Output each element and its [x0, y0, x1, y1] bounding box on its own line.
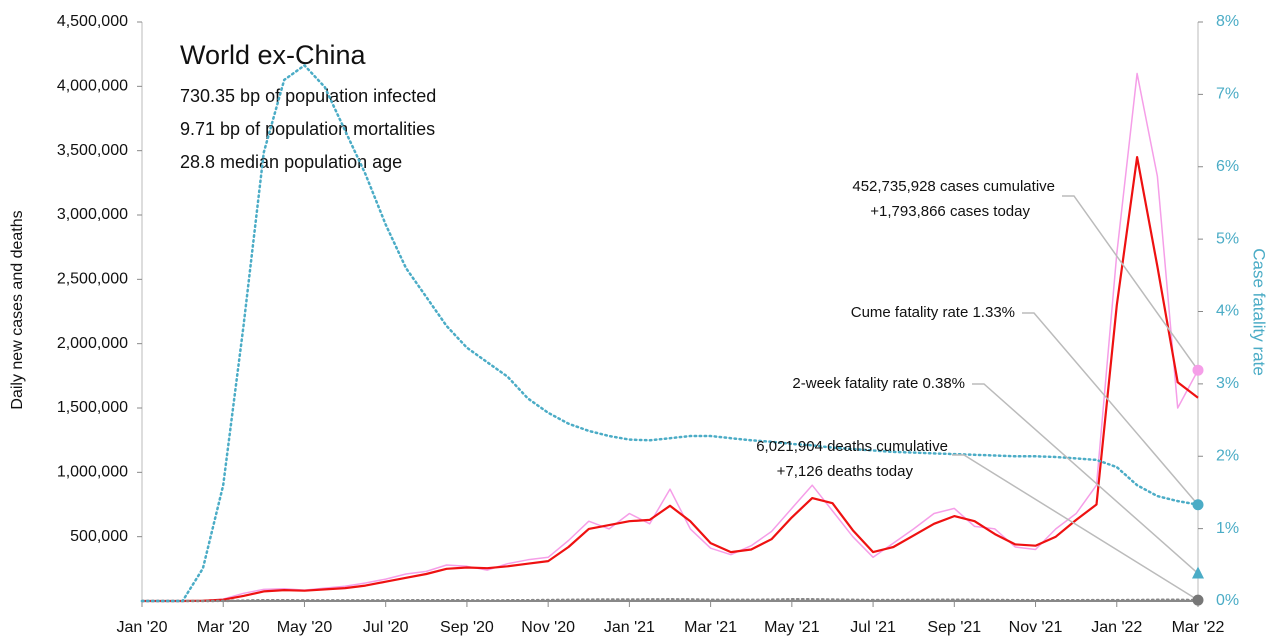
- annotation: 2-week fatality rate 0.38%: [792, 375, 965, 392]
- chart-title: World ex-China: [180, 40, 367, 70]
- end-marker: [1192, 594, 1204, 606]
- x-tick-label: Mar '21: [684, 619, 737, 636]
- y-axis-label: Daily new cases and deaths: [9, 210, 26, 409]
- annotation: 452,735,928 cases cumulative: [852, 178, 1055, 195]
- y2-tick-label: 6%: [1216, 158, 1239, 175]
- leader-line: [972, 383, 1199, 575]
- y-tick-label: 1,000,000: [57, 464, 128, 481]
- series-line: [142, 156, 1199, 603]
- x-tick-label: Sep '20: [440, 619, 494, 636]
- annotation: 6,021,904 deaths cumulative: [756, 438, 948, 455]
- series-line: [140, 598, 1200, 603]
- y2-tick-label: 5%: [1216, 230, 1239, 247]
- x-tick-label: Jul '21: [850, 619, 896, 636]
- leader-line: [952, 454, 1199, 601]
- y-tick-label: 1,500,000: [57, 399, 128, 416]
- y2-tick-label: 8%: [1216, 13, 1239, 30]
- x-tick-label: Jan '22: [1091, 619, 1142, 636]
- end-marker: [1192, 566, 1204, 579]
- y2-tick-label: 4%: [1216, 303, 1239, 320]
- subtitle: 730.35 bp of population infected: [180, 86, 436, 106]
- y2-tick-label: 7%: [1216, 86, 1239, 103]
- x-tick-label: Jan '21: [604, 619, 655, 636]
- x-tick-label: Nov '21: [1009, 619, 1063, 636]
- y-tick-label: 3,000,000: [57, 206, 128, 223]
- annotation: Cume fatality rate 1.33%: [851, 304, 1015, 321]
- y-tick-label: 4,000,000: [57, 78, 128, 95]
- y2-tick-label: 3%: [1216, 375, 1239, 392]
- annotation: +7,126 deaths today: [777, 463, 914, 480]
- x-tick-label: Mar '20: [197, 619, 250, 636]
- x-tick-label: May '21: [764, 619, 820, 636]
- series-line: [140, 64, 1200, 603]
- x-tick-label: Jan '20: [116, 619, 167, 636]
- subtitle: 28.8 median population age: [180, 152, 402, 172]
- end-marker: [1192, 364, 1204, 376]
- y2-tick-label: 0%: [1216, 592, 1239, 609]
- subtitle: 9.71 bp of population mortalities: [180, 119, 435, 139]
- leader-line: [1022, 312, 1199, 506]
- x-tick-label: May '20: [277, 619, 333, 636]
- annotation: +1,793,866 cases today: [870, 203, 1030, 220]
- x-tick-label: Sep '21: [927, 619, 981, 636]
- end-marker: [1192, 499, 1204, 511]
- y-tick-label: 500,000: [70, 528, 128, 545]
- y2-tick-label: 1%: [1216, 520, 1239, 537]
- x-tick-label: Jul '20: [363, 619, 409, 636]
- y-tick-label: 3,500,000: [57, 142, 128, 159]
- y-tick-label: 4,500,000: [57, 13, 128, 30]
- leader-line: [1062, 195, 1199, 371]
- x-tick-label: Nov '20: [521, 619, 575, 636]
- y2-axis-label: Case fatality rate: [1250, 248, 1269, 376]
- y2-tick-label: 2%: [1216, 447, 1239, 464]
- y-tick-label: 2,500,000: [57, 271, 128, 288]
- y-tick-label: 2,000,000: [57, 335, 128, 352]
- x-tick-label: Mar '22: [1172, 619, 1225, 636]
